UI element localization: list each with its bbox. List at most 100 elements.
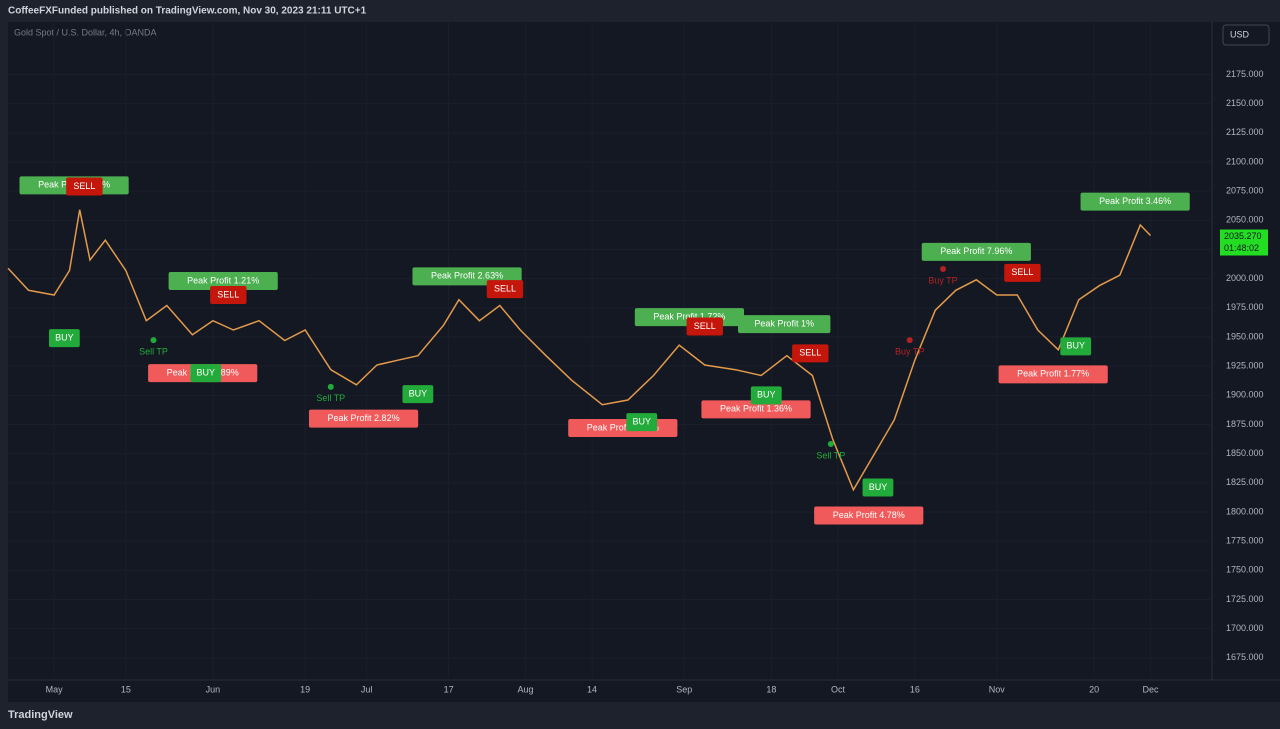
price-line	[7, 209, 1152, 492]
signal-label	[308, 409, 419, 428]
y-tick-label: 1875.000	[1226, 419, 1264, 429]
x-tick-label: 18	[766, 684, 776, 694]
countdown: 01:48:02	[1224, 243, 1259, 253]
signal-text: Peak Profit 4.78%	[833, 510, 905, 520]
y-tick-label: 2125.000	[1226, 127, 1264, 137]
plot: 1675.000 1700.000 1725.000 1750.000 1775.000…	[7, 22, 1268, 694]
y-tick-label: 1750.000	[1226, 565, 1264, 575]
signal-label	[737, 315, 831, 334]
signal-text: Peak Profit 1%	[754, 319, 814, 329]
signal-text: BUY	[1066, 341, 1085, 351]
signal-label	[210, 286, 247, 304]
footer	[0, 702, 1280, 729]
y-tick-label: 1800.000	[1226, 506, 1264, 516]
x-tick-label: 14	[587, 684, 597, 694]
signal-text: BUY	[757, 390, 776, 400]
signal-label	[486, 280, 524, 299]
signal-text: SELL	[494, 284, 516, 294]
x-tick-label: Oct	[831, 684, 846, 694]
signal-label	[626, 413, 658, 432]
signal-text: Peak Profit 7.96%	[940, 246, 1012, 256]
x-tick-label: May	[46, 684, 64, 694]
y-tick-label: 2050.000	[1226, 215, 1264, 225]
signal-label	[750, 386, 782, 405]
signal-text: SELL	[73, 181, 95, 191]
signal-label	[190, 364, 222, 383]
signal-label	[686, 317, 723, 336]
y-tick-label: 2150.000	[1226, 98, 1264, 108]
y-tick-label: 1775.000	[1226, 536, 1264, 546]
y-tick-label: 2000.000	[1226, 273, 1264, 283]
signal-text: BUY	[197, 368, 216, 378]
plot-bg	[8, 22, 1280, 702]
signal-label	[66, 177, 103, 196]
y-tick-label: 1925.000	[1226, 361, 1264, 371]
signal-label	[862, 478, 894, 497]
signal-label	[792, 344, 829, 363]
x-tick-label: Jul	[361, 684, 373, 694]
signal-label	[168, 272, 278, 290]
x-tick-label: 19	[300, 684, 310, 694]
tp-dot	[827, 441, 834, 447]
signal-text: BUY	[409, 389, 428, 399]
y-tick-label: 1950.000	[1226, 331, 1264, 341]
signal-label	[1004, 263, 1041, 282]
last-price: 2035.270	[1224, 231, 1262, 241]
signal-label	[402, 385, 434, 404]
x-tick-label: 16	[910, 684, 920, 694]
signal-text: Peak Profit 1.72%	[653, 312, 725, 322]
signal-label	[921, 242, 1031, 261]
y-tick-label: 2100.000	[1226, 156, 1264, 166]
y-tick-label: 1975.000	[1226, 302, 1264, 312]
x-tick-label: Nov	[989, 684, 1006, 694]
x-tick-label: Sep	[676, 684, 692, 694]
signal-text: Peak Profit 3.53%	[587, 422, 659, 432]
y-tick-label: 1700.000	[1226, 623, 1264, 633]
tp-dot	[150, 337, 157, 344]
tp-dot	[940, 266, 947, 272]
currency: USD	[1230, 29, 1250, 39]
signal-label	[48, 329, 80, 348]
y-tick-label: 1825.000	[1226, 477, 1264, 487]
signal-label	[814, 506, 924, 525]
signal-label	[1080, 192, 1190, 211]
brand: TradingView	[8, 709, 73, 721]
y-tick-label: 1675.000	[1226, 652, 1264, 662]
y-tick-label: 1850.000	[1226, 448, 1264, 458]
signal-text: BUY	[55, 333, 74, 343]
signal-text: SELL	[217, 289, 239, 299]
x-tick-label: Aug	[517, 684, 533, 694]
signal-text: Peak Profit 2.82%	[328, 413, 400, 423]
y-tick-label: 2075.000	[1226, 186, 1264, 196]
tp-text: Buy TP	[895, 347, 924, 357]
signal-label	[1060, 337, 1092, 356]
x-tick-label: 17	[444, 684, 454, 694]
signal-text: SELL	[694, 321, 716, 331]
signal-text: Peak Profit 1.21%	[187, 275, 259, 285]
currency-button[interactable]	[1222, 24, 1270, 46]
tp-dot	[327, 383, 334, 390]
top-bar	[0, 0, 1280, 22]
publisher: CoffeeFXFunded published on TradingView.…	[8, 6, 367, 17]
signal-text: BUY	[869, 482, 888, 492]
tp-text: Sell TP	[139, 347, 168, 357]
signal-text: SELL	[1011, 267, 1033, 277]
signal-text: Peak Profit 3.46%	[1099, 196, 1171, 206]
y-tick-label: 1725.000	[1226, 594, 1264, 604]
signal-text: Peak Profit 1.36%	[720, 404, 792, 414]
signal-label	[701, 400, 811, 419]
tp-dot	[906, 337, 913, 344]
tp-text: Sell TP	[816, 450, 845, 460]
signal-text: BUY	[633, 417, 652, 427]
x-tick-label: 20	[1089, 684, 1099, 694]
signal-text: Peak Profit 1.77%	[1017, 369, 1089, 379]
x-tick-label: Dec	[1143, 684, 1160, 694]
tp-text: Buy TP	[928, 275, 957, 285]
signal-text: Peak Profit 2.63%	[431, 271, 503, 281]
tp-text: Sell TP	[316, 393, 345, 403]
chart-title: Gold Spot / U.S. Dollar, 4h, OANDA	[14, 27, 157, 37]
x-tick-label: Jun	[206, 684, 221, 694]
last-price-tag	[1220, 229, 1268, 256]
